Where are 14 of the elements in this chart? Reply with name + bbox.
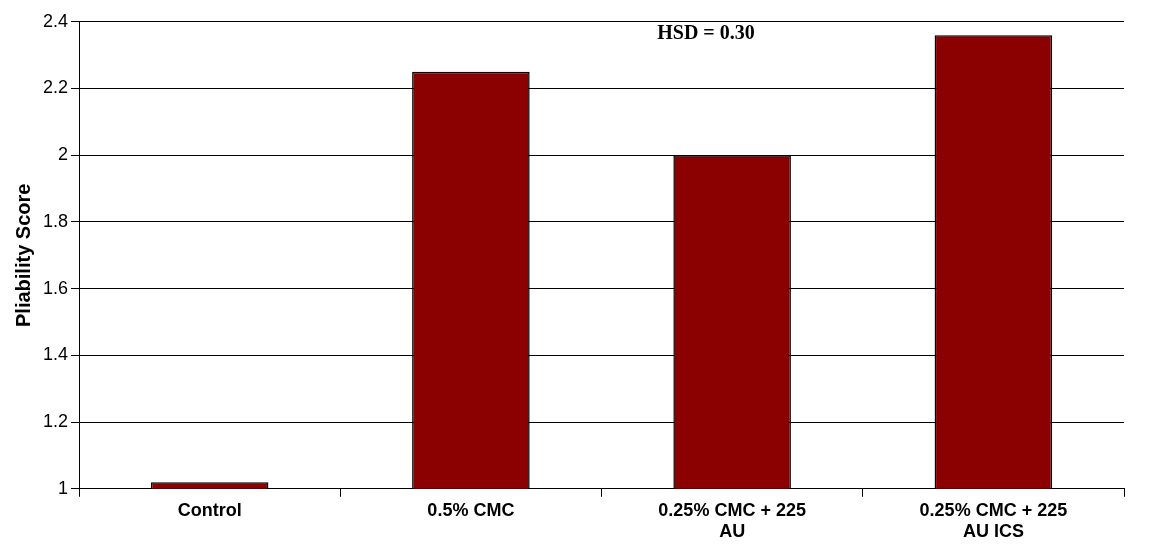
y-tick-label: 1.6	[42, 277, 69, 298]
annotation: HSD = 0.30	[657, 20, 755, 43]
x-tick-label: 0.25% CMC + 225 AU	[658, 499, 806, 542]
y-axis-title: Pliability Score	[11, 183, 34, 327]
y-tick-label: 2	[58, 144, 69, 165]
y-tick-label: 1.4	[42, 344, 69, 365]
y-tick-label: 2.4	[42, 10, 69, 31]
x-tick-label: 0.5% CMC	[427, 499, 515, 520]
y-tick-label: 1.2	[42, 411, 69, 432]
x-tick-label: Control	[177, 499, 242, 520]
y-tick-label: 1.8	[42, 210, 69, 231]
y-tick-label: 2.2	[42, 77, 69, 98]
y-tick-label: 1	[58, 477, 69, 498]
x-tick-label: 0.25% CMC + 225 AU ICS	[919, 499, 1068, 542]
